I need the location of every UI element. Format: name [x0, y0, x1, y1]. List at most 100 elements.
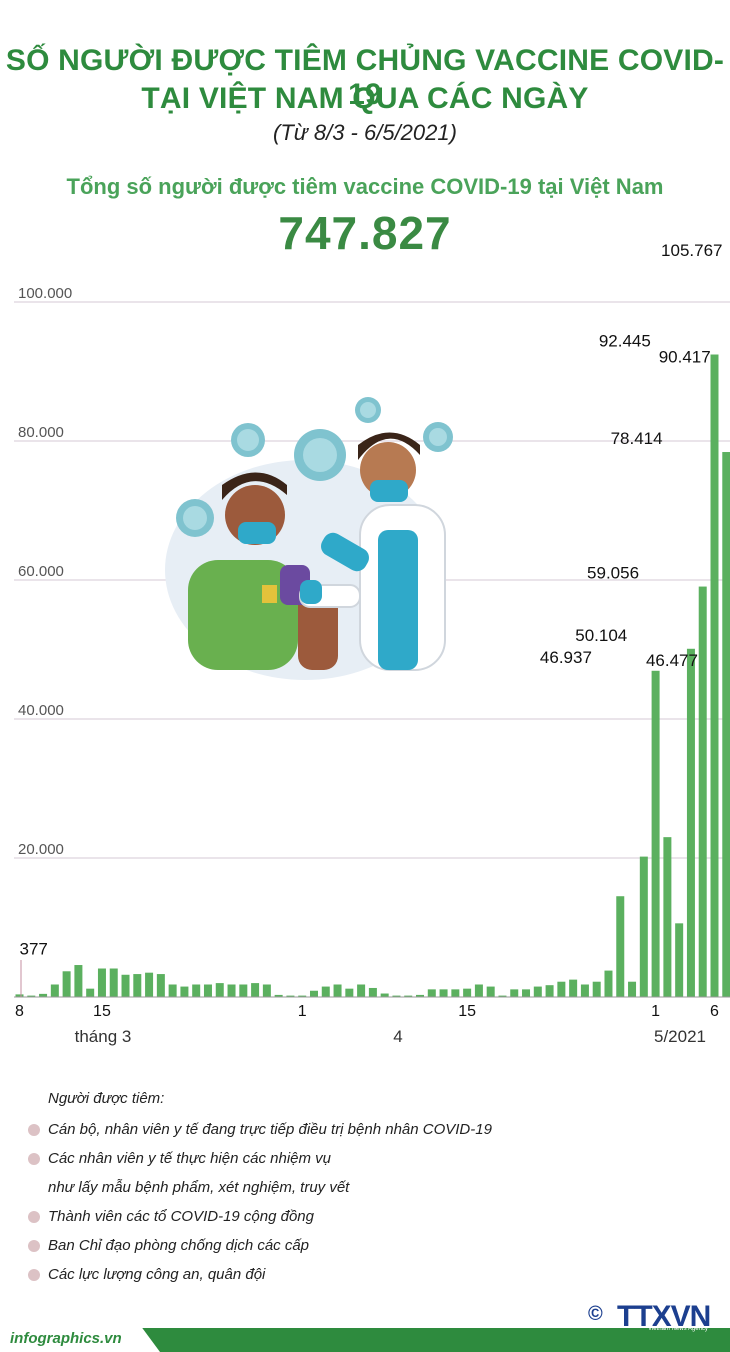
bar: [710, 354, 719, 997]
bar: [486, 986, 495, 997]
bar: [416, 994, 425, 997]
y-tick-label: 60.000: [18, 563, 64, 580]
total-label: Tổng số người được tiêm vaccine COVID-19…: [66, 174, 664, 199]
y-tick-label: 20.000: [18, 841, 64, 858]
legend-item-continuation: như lấy mẫu bệnh phẩm, xét nghiệm, truy …: [48, 1179, 350, 1196]
legend-item: Thành viên các tổ COVID-19 cộng đồng: [28, 1206, 492, 1235]
bullet-icon: [28, 1153, 40, 1165]
bar: [156, 974, 165, 997]
bar: [62, 971, 71, 997]
bar: [345, 988, 354, 997]
bar: [592, 981, 601, 997]
virus-icon: [176, 499, 214, 537]
legend-item: Các nhân viên y tế thực hiện các nhiệm v…: [28, 1148, 492, 1177]
bar: [309, 990, 318, 997]
data-label: 59.056: [587, 564, 639, 583]
data-label: 92.445: [599, 332, 651, 351]
bar: [569, 979, 578, 997]
x-tick-label: 15: [458, 1003, 476, 1020]
bar: [628, 981, 637, 997]
bar: [604, 970, 613, 997]
bar: [109, 968, 118, 997]
data-label: 90.417: [659, 348, 711, 367]
bar: [651, 670, 660, 997]
vaccination-bar-chart: 377 46.937 50.104 59.056 92.445 78.414 46.477 9…: [14, 241, 730, 1046]
bar: [274, 994, 283, 997]
bar: [722, 452, 730, 997]
y-tick-label: 80.000: [18, 424, 64, 441]
vaccination-illustration: [165, 397, 453, 680]
bar: [357, 984, 366, 997]
legend-item-label: Các lực lượng công an, quân đội: [48, 1266, 266, 1283]
y-tick-label: 40.000: [18, 702, 64, 719]
bar: [286, 995, 295, 997]
bar: [239, 984, 248, 997]
bar: [145, 972, 154, 997]
bar: [557, 981, 566, 997]
x-month-label: tháng 3: [75, 1027, 132, 1046]
bar: [639, 856, 648, 997]
virus-icon: [294, 429, 346, 481]
legend-item: Ban Chỉ đạo phòng chống dịch các cấp: [28, 1235, 492, 1264]
x-tick-label: 15: [93, 1003, 111, 1020]
bar: [298, 995, 307, 997]
x-month-label: 4: [393, 1027, 402, 1046]
date-range: (Từ 8/3 - 6/5/2021): [273, 120, 457, 145]
bar: [380, 993, 389, 997]
data-label: 105.767: [661, 241, 722, 260]
site-link[interactable]: infographics.vn: [10, 1330, 122, 1347]
legend-item-label: Các nhân viên y tế thực hiện các nhiệm v…: [48, 1150, 331, 1167]
bar: [262, 984, 271, 997]
legend-item-label: Cán bộ, nhân viên y tế đang trực tiếp đi…: [48, 1121, 492, 1138]
bar: [86, 988, 95, 997]
x-tick-label: 8: [15, 1003, 24, 1020]
bar: [74, 965, 83, 997]
data-label: 78.414: [611, 429, 663, 448]
bar: [498, 995, 507, 997]
bar: [663, 837, 672, 997]
data-label: 50.104: [575, 626, 627, 645]
x-tick-label: 1: [651, 1003, 660, 1020]
x-month-label: 5/2021: [654, 1027, 706, 1046]
legend-title: Người được tiêm:: [48, 1090, 165, 1107]
x-tick-label: 1: [298, 1003, 307, 1020]
bar: [192, 984, 201, 997]
copyright-icon: ©: [588, 1303, 603, 1325]
bar: [215, 983, 224, 997]
bar: [368, 987, 377, 997]
page-title-line2: TẠI VIỆT NAM QUA CÁC NGÀY: [141, 82, 589, 115]
bar: [439, 989, 448, 997]
bar: [203, 984, 212, 997]
bar: [545, 985, 554, 997]
bar: [333, 984, 342, 997]
bar: [474, 984, 483, 997]
bar: [97, 968, 106, 997]
bar: [392, 995, 401, 997]
patient-figure: [188, 472, 338, 670]
virus-icon: [423, 422, 453, 452]
legend-item: Cán bộ, nhân viên y tế đang trực tiếp đi…: [28, 1119, 492, 1148]
bar: [522, 989, 531, 997]
ttxvn-logo-sub: Vietnam News Agency: [648, 1326, 708, 1332]
legend-item-label: Ban Chỉ đạo phòng chống dịch các cấp: [48, 1237, 310, 1254]
total-value: 747.827: [278, 207, 452, 259]
bar: [168, 984, 177, 997]
footer-site-tab: infographics.vn: [0, 1326, 160, 1352]
axis-layer: 20.000 40.000 60.000 80.000 100.000 8 15 1 15 1 6 t…: [14, 285, 730, 1046]
bar: [616, 896, 625, 997]
data-label: 46.937: [540, 648, 592, 667]
legend-item-label: Thành viên các tổ COVID-19 cộng đồng: [48, 1208, 314, 1225]
page-title: SỐ NGƯỜI ĐƯỢC TIÊM CHỦNG VACCINE COVID-1…: [5, 44, 725, 111]
virus-icon: [355, 397, 381, 423]
bar: [675, 923, 684, 997]
bar: [15, 994, 24, 997]
bar-layer: [15, 354, 730, 997]
bar: [251, 983, 260, 997]
bar: [698, 586, 707, 997]
bar: [427, 989, 436, 997]
bar: [180, 986, 189, 997]
bullet-icon: [28, 1269, 40, 1281]
virus-icon: [231, 423, 265, 457]
data-label: 377: [20, 939, 48, 958]
bar: [510, 989, 519, 997]
